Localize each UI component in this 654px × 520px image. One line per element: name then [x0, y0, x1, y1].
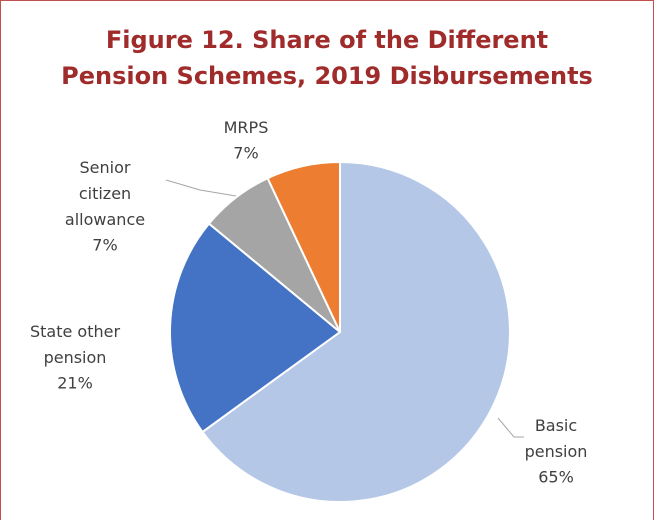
label-line: MRPS: [224, 118, 269, 137]
value-label: 65%: [538, 468, 574, 487]
label-line: Senior: [80, 158, 131, 177]
chart-title: Figure 12. Share of the Different Pensio…: [61, 26, 593, 90]
pie-slice: [169, 222, 342, 434]
label-line: allowance: [65, 210, 145, 229]
category-label: MRPS: [224, 118, 269, 137]
category-label: Senior citizen allowance: [65, 158, 145, 229]
value-label: 7%: [92, 236, 117, 255]
value-label: 7%: [233, 144, 258, 163]
value-label: 21%: [57, 374, 93, 393]
category-label: Basic pension: [525, 416, 588, 461]
category-label: State other pension: [30, 322, 120, 367]
label-line: citizen: [79, 184, 131, 203]
pie-slice: [266, 160, 341, 333]
pie-slice: [201, 160, 511, 503]
label-line: pension: [44, 348, 107, 367]
label-line: State other: [30, 322, 120, 341]
label-line: Basic: [535, 416, 577, 435]
leader-line: [497, 417, 524, 438]
label-line: pension: [525, 442, 588, 461]
leader-line: [165, 179, 237, 197]
